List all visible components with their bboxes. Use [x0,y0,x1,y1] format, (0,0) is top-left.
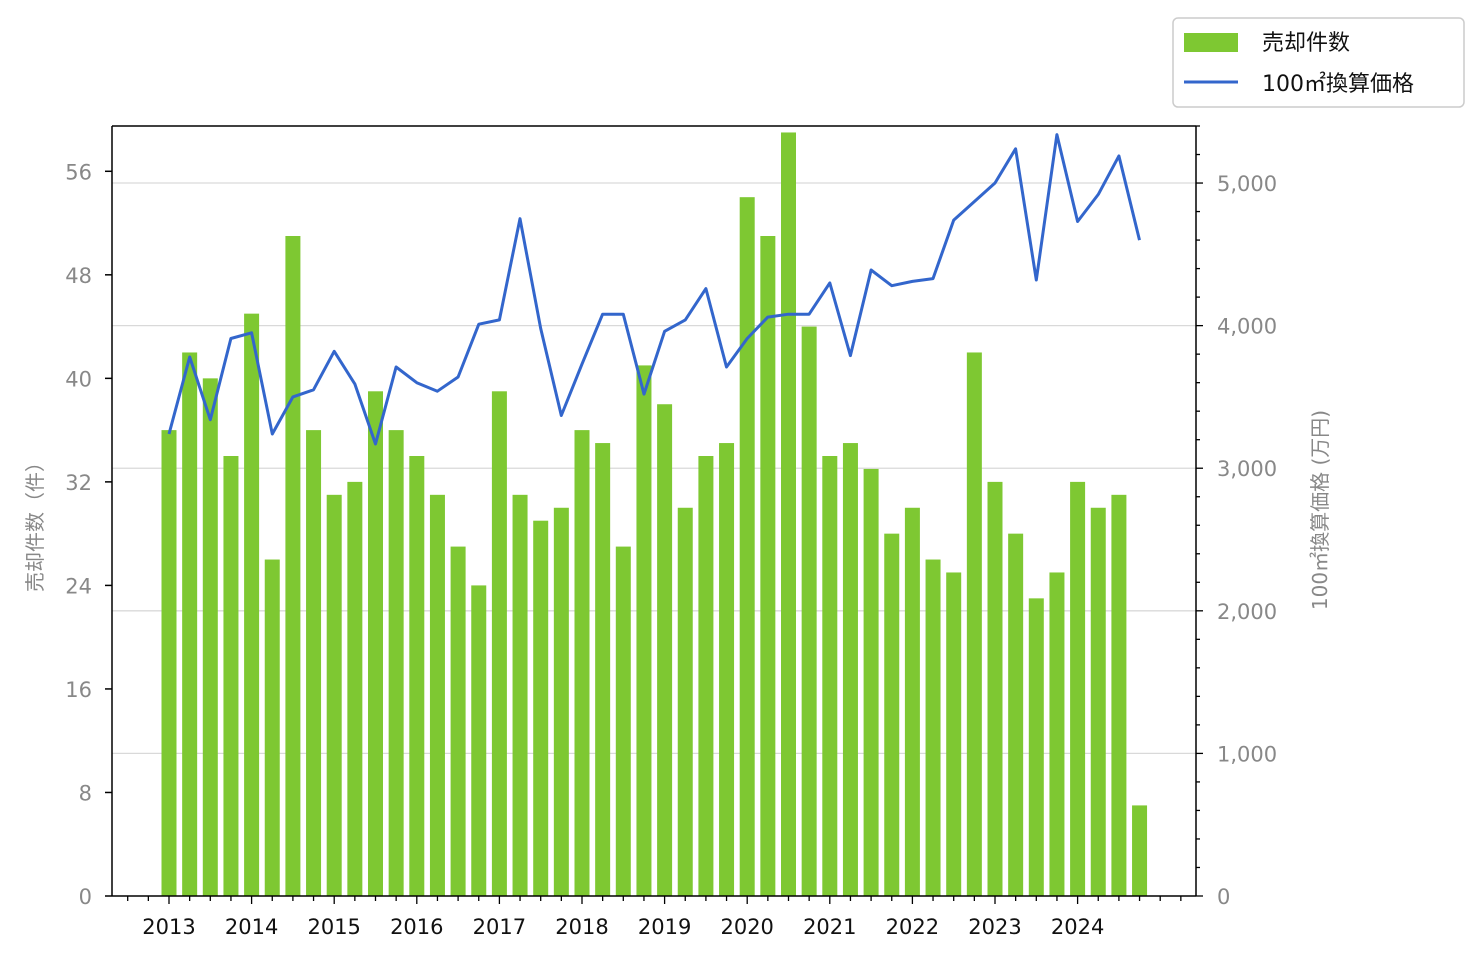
right-tick-label: 1,000 [1217,742,1277,766]
x-tick-label: 2024 [1051,915,1104,939]
x-tick-label: 2015 [307,915,360,939]
bar [781,132,796,896]
bar [739,197,755,897]
bar [822,456,838,896]
left-tick-label: 40 [65,367,92,391]
bar [1090,507,1106,896]
bar [1070,481,1086,896]
legend: 売却件数 100㎡換算価格 [1172,17,1465,108]
bar [946,572,962,896]
bar [657,404,673,896]
bar [182,352,198,896]
bar [368,391,383,896]
right-tick-label: 5,000 [1217,172,1277,196]
bar [533,520,549,896]
legend-bar-swatch [1184,33,1238,52]
x-tick-label: 2017 [473,915,526,939]
bar [347,481,363,896]
bar [801,326,817,896]
legend-line-label: 100㎡換算価格 [1262,71,1414,97]
right-tick-label: 0 [1217,885,1230,909]
bar [161,430,177,896]
right-tick-label: 2,000 [1217,600,1277,624]
legend-box [1172,17,1465,108]
right-axis-label: 100㎡換算価格 (万円) [1308,410,1332,610]
left-tick-label: 48 [65,264,92,288]
left-tick-label: 0 [79,885,92,909]
bar [760,236,776,896]
bar [698,456,714,896]
bar [223,456,239,896]
bar [471,585,487,896]
bar [306,430,322,896]
left-tick-label: 8 [79,781,92,805]
left-tick-label: 16 [65,678,92,702]
bar [1008,533,1024,896]
bar [491,391,507,896]
bar [512,494,528,896]
bar [429,494,445,896]
bar [1049,572,1065,896]
bar [904,507,920,896]
bar [966,352,982,896]
bar [677,507,693,896]
x-tick-label: 2022 [886,915,939,939]
bars-layer [161,132,1148,897]
bar [285,236,301,896]
bar [842,443,858,896]
bar [719,443,735,896]
bar [409,456,425,896]
bar [553,507,569,896]
bar [264,559,280,896]
x-tick-label: 2023 [968,915,1021,939]
x-tick-label: 2013 [142,915,195,939]
bar [1132,805,1148,896]
bar [636,365,652,897]
bar [595,443,611,896]
legend-bar-label: 売却件数 [1262,31,1350,56]
bar [574,430,590,896]
right-tick-label: 3,000 [1217,457,1277,481]
line-layer [167,133,1141,446]
x-tick-label: 2021 [803,915,856,939]
left-tick-label: 32 [65,471,92,495]
bar [1028,598,1044,896]
price-line [167,133,1141,446]
ticks-layer: 0 8 16 24 32 40 48 56 0 1,000 2,000 3,000 4,000 5,000… [65,125,1277,939]
x-tick-label: 2019 [638,915,691,939]
x-tick-label: 2018 [555,915,608,939]
bar [987,481,1003,896]
bar [244,313,260,896]
left-axis-label: 売却件数（件） [23,452,47,592]
x-tick-label: 2016 [390,915,443,939]
bar [863,468,879,896]
bar [202,378,218,897]
bar [615,546,631,896]
bar [326,494,342,896]
bar [925,559,941,896]
left-tick-label: 56 [65,160,92,184]
bar [450,546,466,896]
x-tick-label: 2014 [225,915,278,939]
bar [1111,494,1127,896]
x-tick-label: 2020 [720,915,773,939]
bar [884,533,900,896]
left-tick-label: 24 [65,574,92,598]
bar [388,430,404,896]
right-tick-label: 4,000 [1217,315,1277,339]
